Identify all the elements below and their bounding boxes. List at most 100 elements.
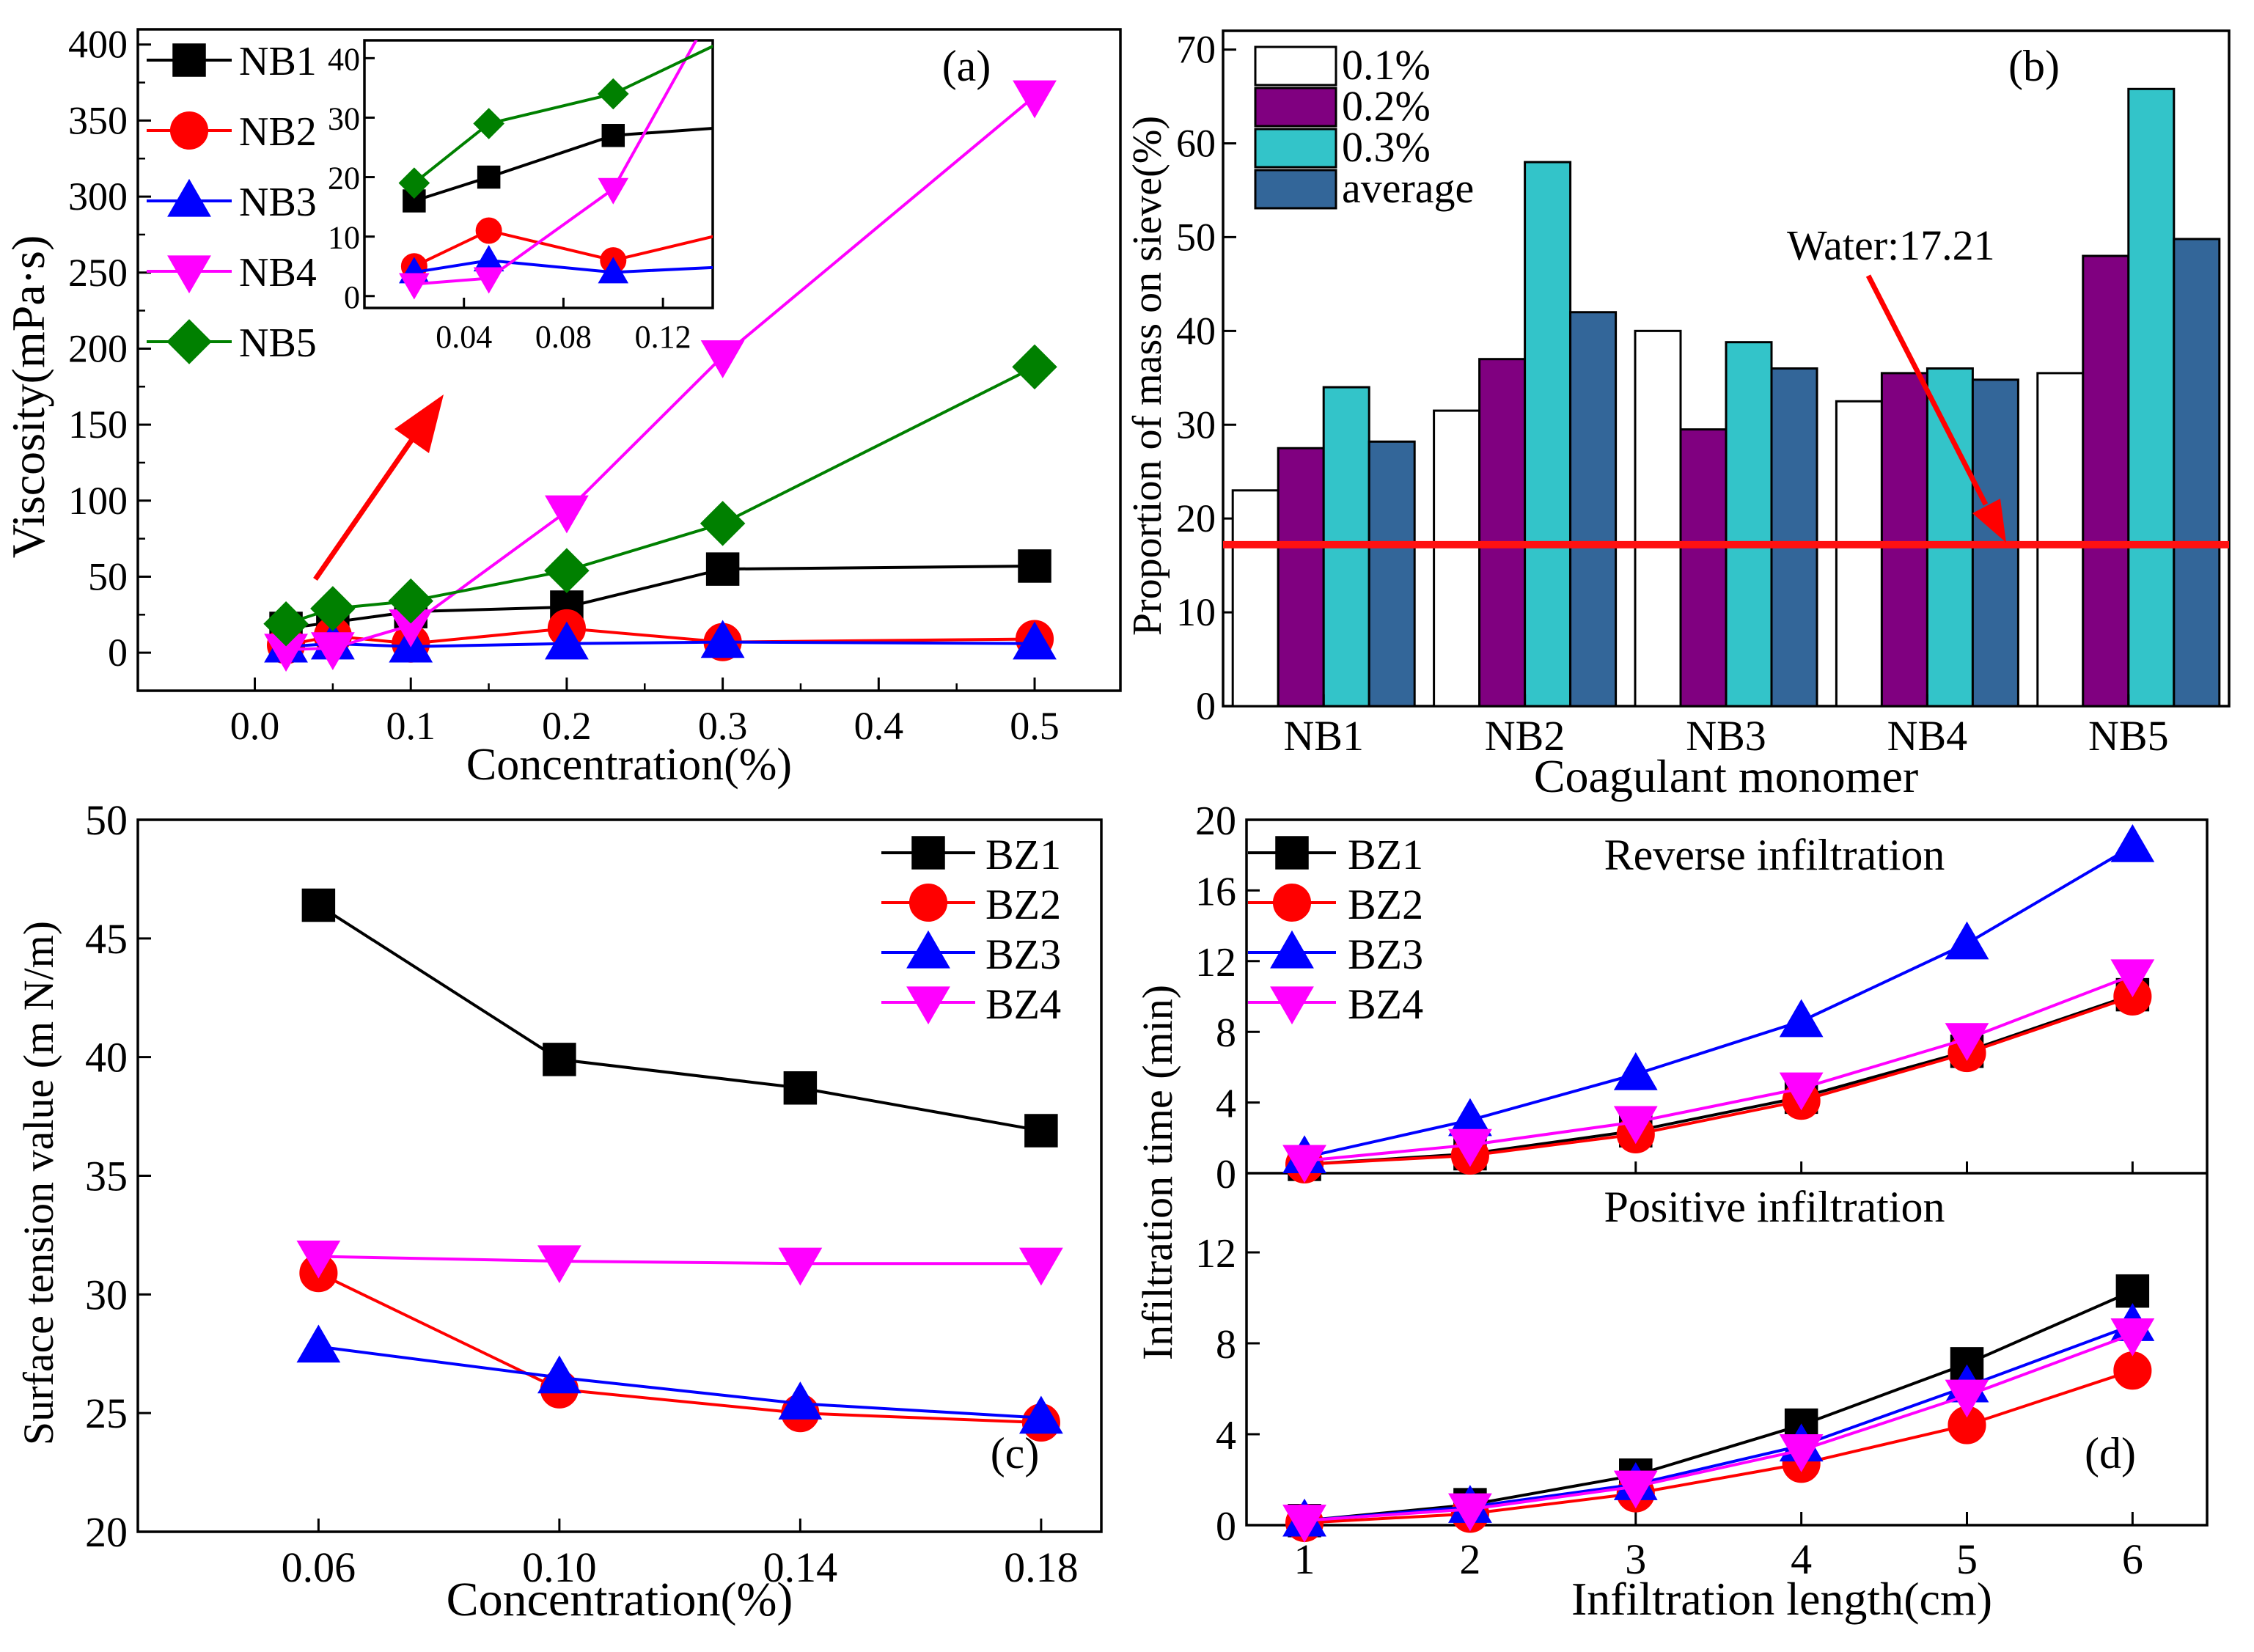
series-bz3-point [778, 1381, 823, 1420]
series-bz2-line [317, 1271, 1041, 1425]
bar-0_2pct [1277, 447, 1325, 708]
legend-label: BZ1 [1348, 831, 1423, 878]
y-axis-label: Proportion of mass on sieve(%) [1125, 116, 1170, 636]
series-nb5-point [310, 586, 356, 631]
legend-label: NB1 [239, 39, 317, 84]
bar-average [1770, 367, 1818, 708]
bar-0_1pct [2036, 372, 2085, 708]
inset-series-nb2-line [413, 229, 713, 268]
series-nb1-point [705, 552, 740, 586]
y-axis-label: Viscosity(mPa·s) [2, 235, 54, 559]
y-tick-label: 30 [1176, 403, 1216, 447]
x-tick-label: 0.4 [854, 704, 904, 748]
top-y-tick-label: 0 [1216, 1152, 1236, 1197]
panel-label: (c) [991, 1429, 1040, 1477]
legend-marker [908, 883, 948, 922]
inset-chart: 0 10 20 30 40 0.04 0.08 0.12 [328, 39, 714, 355]
legend-label: NB2 [239, 109, 317, 155]
bar-0_3pct [1725, 341, 1773, 708]
series-bz4-point [537, 1245, 581, 1284]
legend-marker [906, 930, 950, 969]
series-bz1-point [1024, 1114, 1058, 1148]
y-tick-label: 10 [1176, 590, 1216, 634]
legend-marker [167, 178, 211, 217]
inset-arrow-shaft [313, 435, 416, 581]
reverse-series-bz4-point [1282, 1145, 1326, 1183]
inset-series-nb5-point [597, 78, 629, 110]
positive-series-bz1-point [2115, 1274, 2150, 1308]
bar-0_2pct [1880, 372, 1928, 708]
inset-arrow-head [394, 394, 444, 453]
reverse-series-bz4-point [1779, 1072, 1824, 1111]
y-tick-label: 20 [85, 1508, 128, 1556]
inset-series-nb4-line [414, 40, 698, 286]
legend-label: NB4 [239, 250, 317, 295]
y-tick-label: 150 [68, 403, 128, 447]
y-tick-label: 70 [1176, 28, 1216, 72]
legend-label: NB5 [239, 320, 317, 366]
legend-marker [1270, 986, 1314, 1025]
bottom-y-tick-label: 4 [1216, 1413, 1236, 1458]
legend-marker [1275, 836, 1309, 870]
bottom-y-tick-label: 0 [1216, 1504, 1236, 1549]
y-tick-label: 100 [68, 479, 128, 523]
y-tick-label: 350 [68, 98, 128, 142]
x-tick-label: 0.3 [698, 704, 748, 748]
y-tick-label: 40 [1176, 309, 1216, 353]
legend-label: BZ3 [1348, 930, 1423, 978]
reverse-series-bz2-line [1304, 995, 2134, 1166]
series-nb5-point [263, 601, 309, 647]
series-bz1-point [301, 888, 336, 922]
series-bz4-point [296, 1240, 341, 1279]
y-tick-label: 250 [68, 251, 128, 295]
inset-x-tick-label: 0.04 [436, 319, 492, 355]
x-tick-label: 0.10 [522, 1543, 597, 1591]
series-nb3-point [1013, 621, 1057, 660]
x-tick-label: 3 [1625, 1535, 1646, 1583]
inset-series-nb5-point [398, 167, 430, 199]
series-nb5-point [700, 501, 746, 546]
inset-series-nb3-line [414, 259, 713, 274]
x-tick-label: 0.18 [1004, 1543, 1079, 1591]
x-tick-label: NB2 [1485, 712, 1565, 760]
x-tick-label: NB4 [1887, 712, 1968, 760]
water-arrow-head [1972, 499, 2006, 543]
top-y-tick-label: 20 [1195, 799, 1236, 844]
panel-label: (b) [2008, 42, 2060, 90]
legend-label: BZ2 [985, 881, 1061, 928]
series-nb4-point [310, 632, 355, 671]
bar-0_3pct [1926, 367, 1974, 708]
panel-b: 0 10 20 30 40 50 60 70 NB1 NB2 NB3 NB4 NB5 Water:17.2… [1125, 28, 2231, 802]
positive-series-bz4-point [2110, 1318, 2155, 1357]
legend-label: BZ4 [1348, 980, 1423, 1028]
series-bz3-point [1018, 1395, 1063, 1434]
series-nb4-point [700, 340, 745, 378]
y-tick-label: 40 [85, 1034, 128, 1082]
y-tick-label: 30 [85, 1271, 128, 1318]
y-tick-label: 45 [85, 915, 128, 963]
positive-series-bz4-point [1613, 1470, 1658, 1509]
series-nb5-point [544, 548, 590, 593]
legend-label: BZ1 [985, 831, 1061, 878]
inset-series-nb5-point [473, 108, 504, 139]
y-tick-label: 25 [85, 1389, 128, 1437]
series-bz3-point [537, 1355, 581, 1394]
panel-label: (d) [2085, 1429, 2136, 1477]
x-tick-label: 4 [1791, 1535, 1812, 1583]
y-tick-label: 0 [1196, 684, 1216, 728]
x-axis-label: Concentration(%) [466, 740, 792, 790]
series-bz1-point [783, 1071, 818, 1105]
x-tick-label: NB5 [2088, 712, 2169, 760]
reverse-series-bz1-line [1304, 993, 2134, 1166]
series-nb4-point [1013, 80, 1057, 119]
water-reference-label: Water:17.21 [1787, 221, 1995, 269]
y-tick-label: 35 [85, 1153, 128, 1200]
x-tick-label: 6 [2122, 1535, 2143, 1583]
positive-series-bz4-point [1448, 1493, 1492, 1532]
positive-series-bz4-point [1945, 1379, 1989, 1418]
legend-marker [166, 319, 212, 364]
reverse-series-bz4-point [1448, 1128, 1492, 1167]
y-tick-label: 0 [108, 631, 128, 675]
inset-y-tick-label: 20 [328, 161, 360, 197]
